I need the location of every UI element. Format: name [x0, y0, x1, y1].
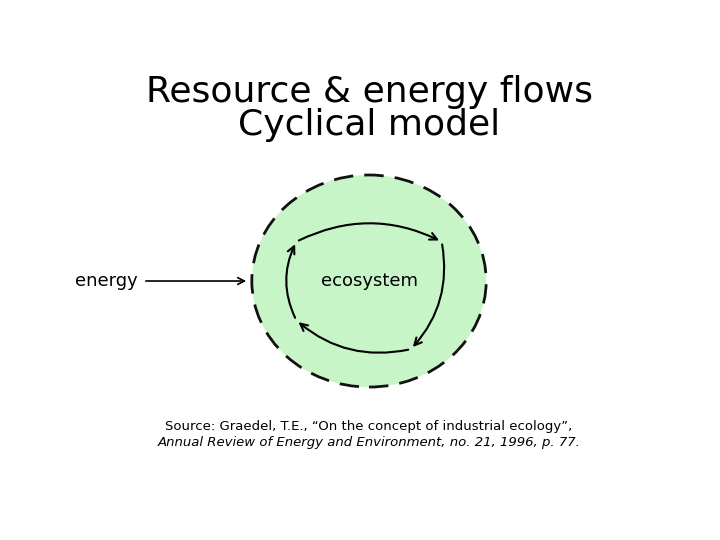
Ellipse shape	[252, 175, 486, 387]
Text: energy: energy	[75, 272, 138, 290]
Text: Cyclical model: Cyclical model	[238, 109, 500, 143]
Text: Resource & energy flows: Resource & energy flows	[145, 75, 593, 109]
Text: ecosystem: ecosystem	[320, 272, 418, 290]
Text: Annual Review of Energy and Environment, no. 21, 1996, p. 77.: Annual Review of Energy and Environment,…	[158, 436, 580, 449]
Text: Source: Graedel, T.E., “On the concept of industrial ecology”,: Source: Graedel, T.E., “On the concept o…	[166, 420, 572, 433]
